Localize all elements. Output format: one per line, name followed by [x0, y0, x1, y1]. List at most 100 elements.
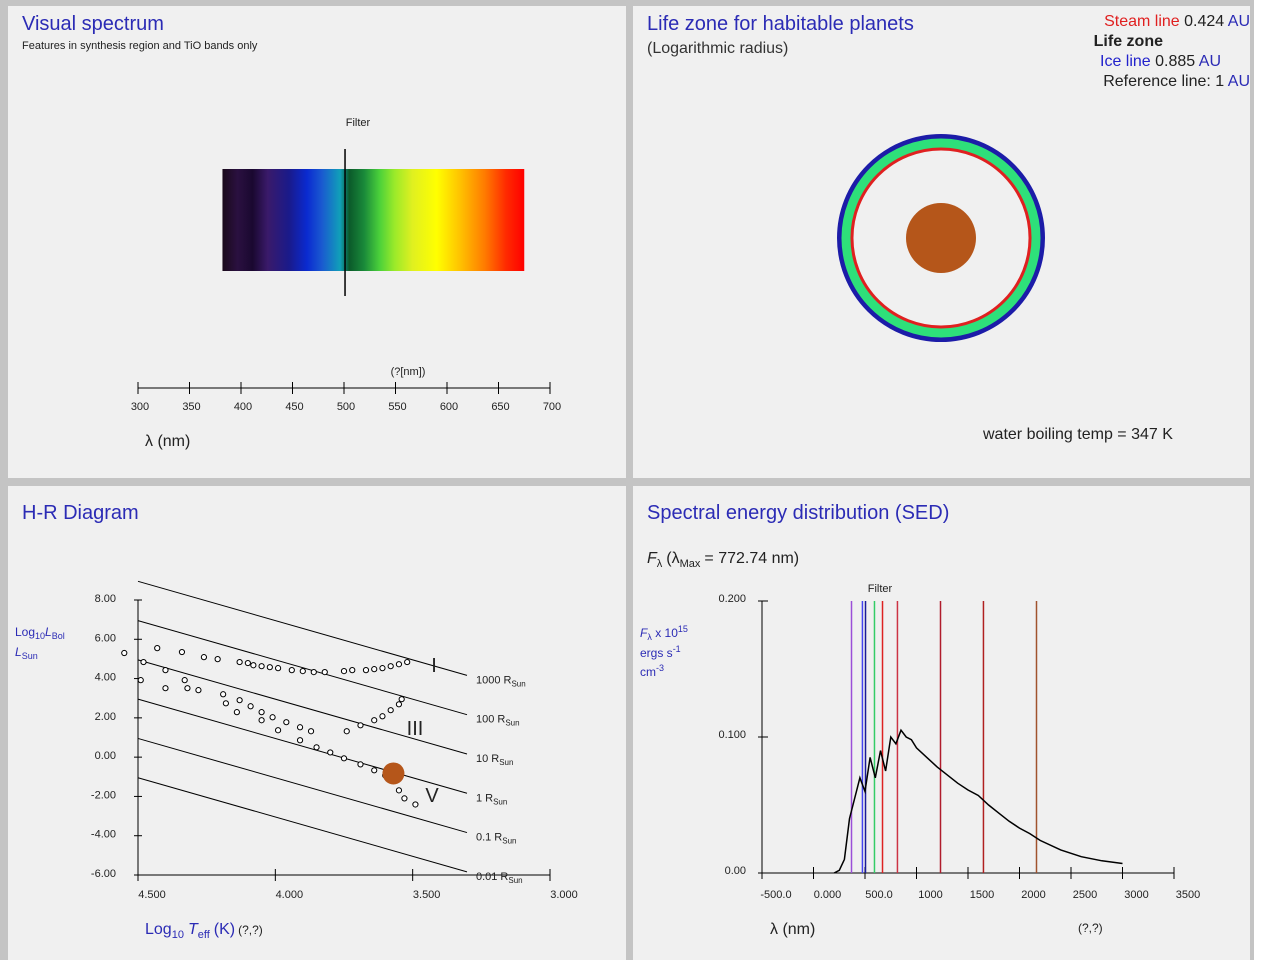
star-point [401, 795, 408, 802]
radius-unit: R [503, 674, 511, 686]
radius-line [137, 698, 468, 794]
star-point [236, 658, 243, 666]
y-axis-label: ergs s-1 [640, 644, 681, 660]
radius-value: 0.01 [476, 871, 497, 883]
reference-line [837, 134, 1045, 342]
y-tick-label: 4.00 [95, 672, 116, 684]
star-point [247, 703, 254, 710]
star-point [283, 719, 290, 726]
star-point [371, 767, 378, 774]
x-tick-label: 350 [182, 401, 200, 413]
radius-line [137, 777, 468, 873]
radius-label: 10 RSun [476, 753, 513, 767]
star-point [387, 663, 394, 670]
star-point [398, 696, 405, 703]
star-point [357, 722, 364, 729]
x-tick-label: 500.0 [865, 889, 893, 901]
x-tick-label: 2000 [1021, 889, 1045, 901]
star-point [395, 701, 403, 708]
subtitle: (Logarithmic radius) [647, 40, 788, 57]
radius-unit: R [491, 753, 499, 765]
y-axis-label: Fλ x 1015 [640, 624, 688, 643]
star-point [404, 658, 411, 666]
star-point [274, 665, 282, 672]
panel [8, 486, 626, 960]
boiling-temp: water boiling temp = 347 K [982, 426, 1173, 443]
x-tick-label: 4.000 [276, 889, 304, 901]
x-tick-label: 300 [131, 401, 149, 413]
panel [633, 486, 1250, 960]
legend-reference: Reference line: 1 AU [1103, 73, 1250, 90]
y-tick-label: 0.00 [95, 750, 116, 762]
flux-heading: Fλ (λMax = 772.74 nm) [647, 550, 799, 570]
star-point [379, 665, 386, 672]
star-point [121, 649, 128, 657]
radius-unit: R [494, 832, 502, 844]
star [906, 203, 976, 273]
radius-sub: Sun [493, 797, 507, 806]
x-tick-label: 1500 [970, 889, 994, 901]
filter-label: Filter [346, 117, 371, 129]
star-point [349, 667, 356, 674]
filter-label: Filter [868, 583, 893, 595]
star-point [137, 677, 144, 684]
x-tick-label: 0.000 [814, 889, 842, 901]
radius-value: 1 [476, 792, 482, 804]
branch-label: I [431, 655, 437, 677]
x-tick-label: 700 [543, 401, 561, 413]
x-tick-label: 3000 [1124, 889, 1148, 901]
star-point [327, 749, 334, 756]
star-point [154, 645, 161, 652]
star-point [313, 744, 320, 751]
star-point [357, 761, 364, 768]
star-point [200, 654, 208, 661]
x-axis-label: λ (nm) [770, 921, 815, 938]
x-tick-label: 1000 [918, 889, 942, 901]
star-point [233, 709, 240, 716]
radius-sub: Sun [505, 719, 519, 728]
star-point [244, 659, 251, 667]
spectrum-band [222, 169, 525, 271]
radius-line [137, 620, 468, 716]
star-point [178, 648, 186, 656]
y-tick-label: -2.00 [91, 789, 116, 801]
radius-unit: R [500, 871, 508, 883]
panel-title: Spectral energy distribution (SED) [647, 502, 949, 524]
star-point [343, 728, 350, 735]
y-tick-label: 0.00 [725, 865, 746, 877]
star-point [387, 707, 394, 714]
star-point [310, 668, 317, 676]
star-point [296, 724, 304, 731]
coords: (?,?) [1078, 921, 1103, 935]
star-point [307, 728, 315, 735]
x-tick-label: 3500 [1176, 889, 1200, 901]
sed-curve [833, 728, 1123, 874]
radius-sub: Sun [502, 837, 516, 846]
life-zone [839, 136, 1043, 340]
y-tick-label: -6.00 [91, 868, 116, 880]
star-point [296, 737, 304, 744]
star-point [184, 685, 191, 692]
star-point [195, 687, 202, 694]
target-star [382, 762, 405, 785]
x-tick-label: 3.000 [550, 889, 578, 901]
star-point [220, 691, 227, 698]
y-axis-label: cm-3 [640, 663, 664, 679]
star-point [258, 717, 265, 724]
y-tick-label: 2.00 [95, 711, 116, 723]
x-tick-label: 3.500 [413, 889, 441, 901]
radius-label: 0.01 RSun [476, 871, 523, 885]
radius-line [137, 737, 468, 834]
radius-value: 0.1 [476, 832, 491, 844]
star-point [321, 668, 328, 676]
axis-label: λ (nm) [145, 433, 190, 450]
panel-title: H-R Diagram [22, 502, 139, 524]
radius-label: 1000 RSun [476, 674, 526, 688]
radius-label: 100 RSun [476, 714, 520, 728]
subtitle: Features in synthesis region and TiO ban… [22, 40, 258, 52]
radius-value: 1000 [476, 674, 500, 686]
star-point [250, 662, 257, 669]
star-point [236, 697, 243, 704]
radius-label: 0.1 RSun [476, 832, 516, 846]
radius-sub: Sun [511, 679, 525, 688]
